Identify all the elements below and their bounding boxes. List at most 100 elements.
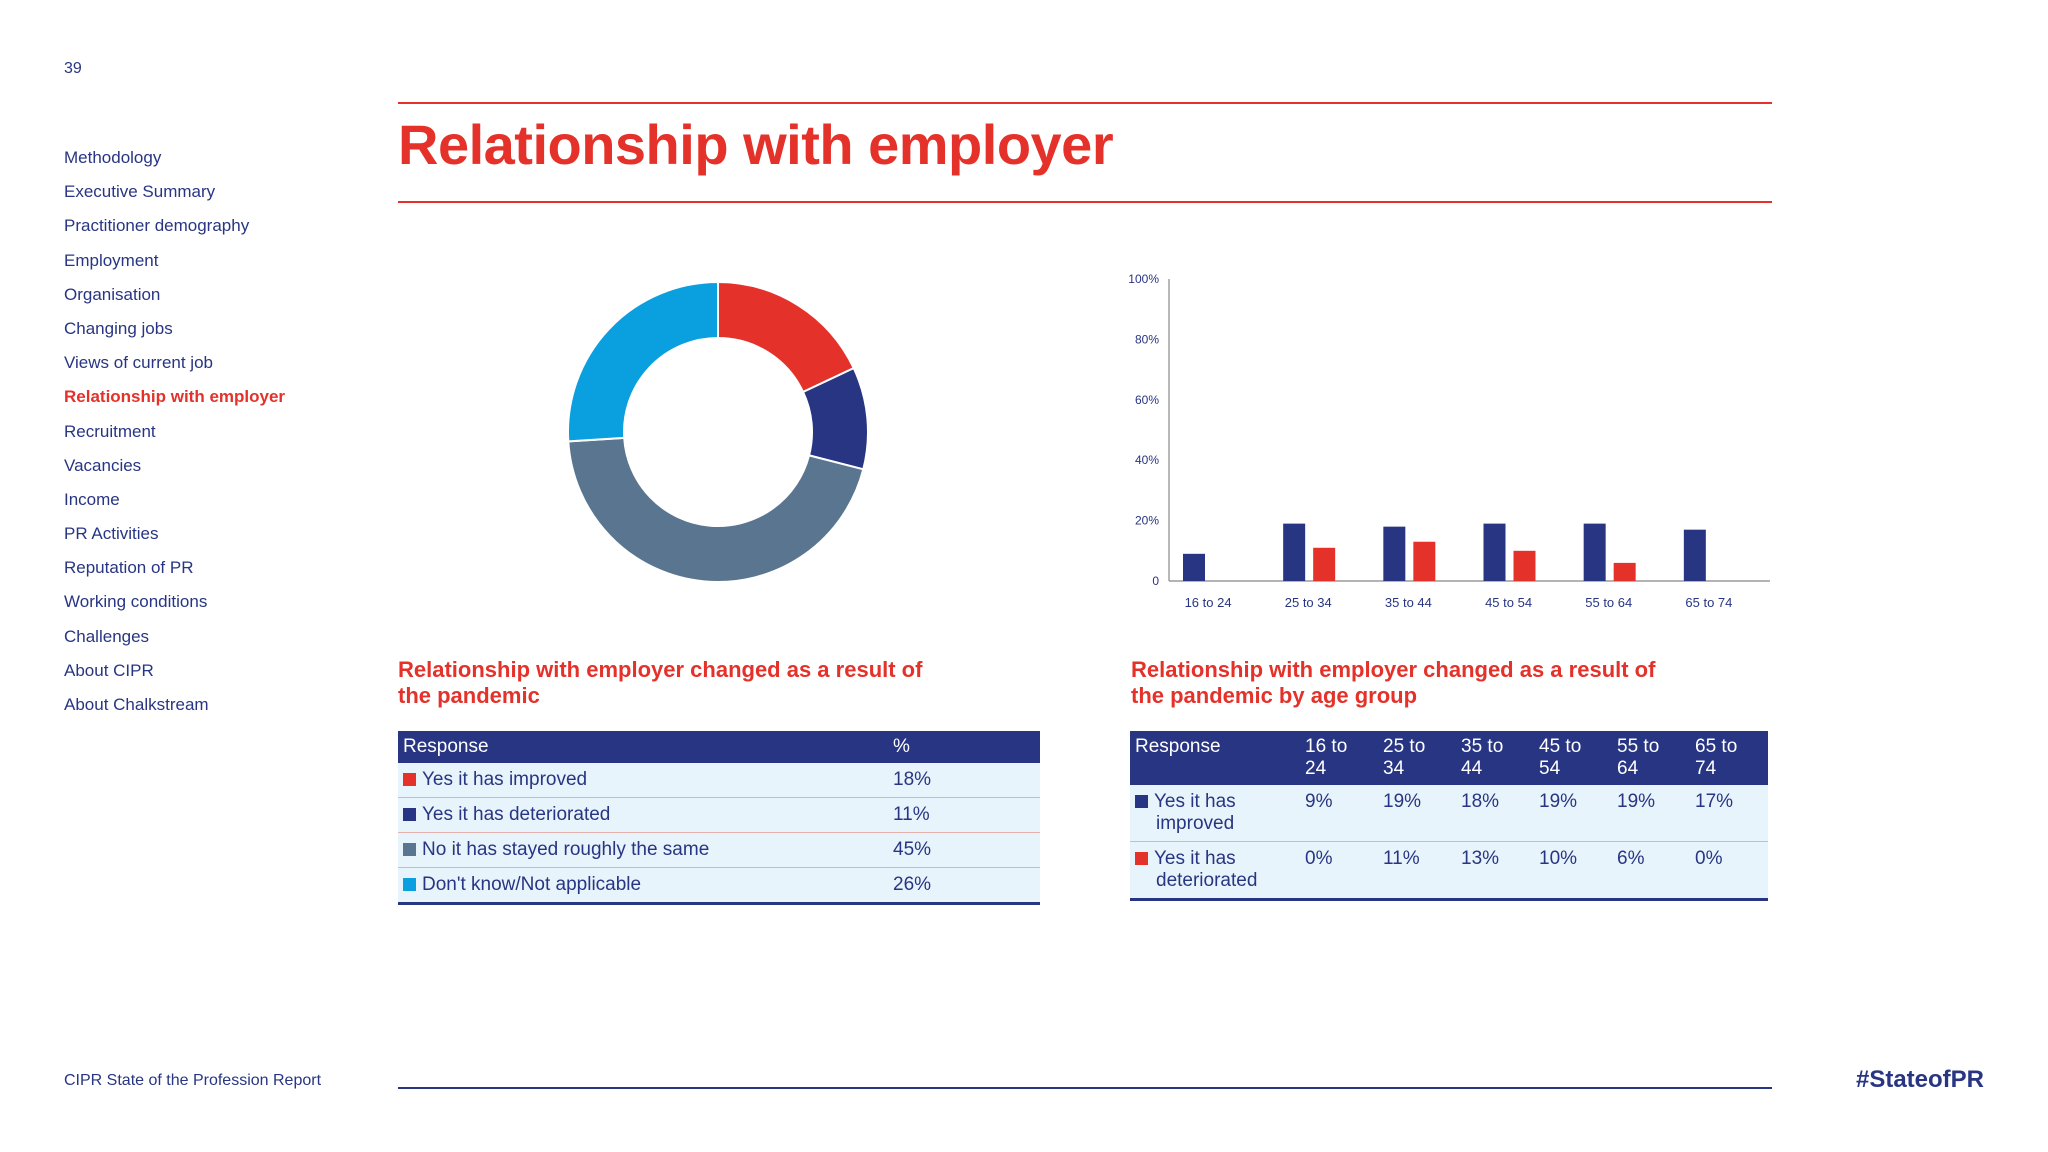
- percent-cell: 18%: [888, 763, 1040, 798]
- sidebar-item[interactable]: PR Activities: [64, 524, 159, 544]
- x-tick-label: 55 to 64: [1585, 595, 1632, 610]
- table-row: No it has stayed roughly the same 45%: [398, 832, 1040, 868]
- age-group-table: Response 16 to 24 25 to 34 35 to 44 45 to 54…: [1130, 731, 1768, 901]
- sidebar-item[interactable]: About Chalkstream: [64, 695, 209, 714]
- donut-slice: [567, 436, 865, 583]
- sidebar-item[interactable]: Organisation: [64, 284, 161, 304]
- legend-swatch-icon: [403, 843, 416, 856]
- table-row: Yes it has improved 18%: [398, 763, 1040, 798]
- bar: [1583, 523, 1606, 581]
- header-age-group: 35 to 44: [1456, 731, 1534, 785]
- response-label: No it has stayed roughly the same: [422, 839, 710, 860]
- response-cell: No it has stayed roughly the same: [398, 832, 888, 868]
- sidebar-item[interactable]: Executive Summary: [64, 182, 216, 202]
- header-age-group: 16 to 24: [1300, 731, 1378, 785]
- value-cell: 11%: [1378, 841, 1456, 901]
- percent-cell: 11%: [888, 797, 1040, 833]
- response-cell: Don't know/Not applicable: [398, 867, 888, 905]
- table-row: Don't know/Not applicable 26%: [398, 867, 1040, 905]
- y-tick-label: 20%: [1135, 514, 1159, 528]
- table-row: Yes it has deteriorated 11%: [398, 797, 1040, 833]
- y-tick-label: 60%: [1135, 393, 1159, 407]
- donut-slice: [567, 280, 719, 443]
- sidebar-item[interactable]: Methodology: [64, 148, 162, 167]
- response-label: Yes it has deteriorated: [422, 804, 611, 825]
- sidebar-item[interactable]: Views of current job: [64, 353, 213, 373]
- donut-slice: [717, 280, 856, 394]
- page-title: Relationship with employer: [398, 113, 1114, 176]
- sidebar-item[interactable]: Income: [64, 489, 120, 509]
- bar: [1683, 529, 1706, 581]
- header-percent: %: [888, 731, 1040, 763]
- x-tick-label: 35 to 44: [1385, 595, 1432, 610]
- sidebar-item[interactable]: Reputation of PR: [64, 558, 194, 578]
- response-cell: Yes it has improved: [1130, 785, 1300, 842]
- title-bottom-rule: [398, 201, 1772, 203]
- response-label: Yes it has deteriorated: [1154, 848, 1258, 891]
- legend-swatch-icon: [403, 808, 416, 821]
- y-tick-label: 40%: [1135, 453, 1159, 467]
- sidebar-item[interactable]: Recruitment: [64, 421, 156, 441]
- response-label: Don't know/Not applicable: [422, 874, 642, 895]
- bar: [1283, 523, 1306, 581]
- donut-chart: [567, 280, 869, 583]
- bar: [1613, 562, 1636, 581]
- bar: [1513, 550, 1536, 581]
- legend-swatch-icon: [403, 878, 416, 891]
- sidebar-nav: Methodology Executive Summary Practitioner…: [64, 146, 285, 727]
- report-name: CIPR State of the Profession Report: [64, 1072, 322, 1089]
- bar: [1383, 526, 1406, 581]
- legend-swatch-icon: [1135, 852, 1148, 865]
- value-cell: 19%: [1612, 785, 1690, 842]
- percent-cell: 45%: [888, 832, 1040, 868]
- bar: [1483, 523, 1506, 581]
- footer-rule: [398, 1087, 1772, 1089]
- value-cell: 19%: [1378, 785, 1456, 842]
- header-response: Response: [398, 731, 888, 763]
- response-cell: Yes it has deteriorated: [398, 797, 888, 833]
- value-cell: 9%: [1300, 785, 1378, 842]
- response-cell: Yes it has improved: [398, 763, 888, 798]
- value-cell: 0%: [1300, 841, 1378, 901]
- value-cell: 6%: [1612, 841, 1690, 901]
- response-cell: Yes it has deteriorated: [1130, 841, 1300, 901]
- value-cell: 13%: [1456, 841, 1534, 901]
- bar-chart-title: Relationship with employer changed as a …: [1131, 657, 1656, 708]
- title-top-rule: [398, 102, 1772, 104]
- response-label: Yes it has improved: [1154, 791, 1236, 834]
- bar: [1413, 541, 1436, 581]
- y-tick-label: 80%: [1135, 332, 1159, 346]
- value-cell: 17%: [1690, 785, 1768, 842]
- x-tick-label: 25 to 34: [1285, 595, 1332, 610]
- y-tick-label: 100%: [1128, 272, 1159, 286]
- legend-swatch-icon: [403, 773, 416, 786]
- value-cell: 18%: [1456, 785, 1534, 842]
- hashtag: #StateofPR: [1855, 1066, 1984, 1093]
- sidebar-item[interactable]: About CIPR: [64, 660, 154, 680]
- percent-cell: 26%: [888, 867, 1040, 905]
- header-age-group: 45 to 54: [1534, 731, 1612, 785]
- bar: [1183, 553, 1205, 581]
- x-tick-label: 16 to 24: [1185, 595, 1232, 610]
- bar: [1313, 547, 1336, 581]
- x-tick-label: 45 to 54: [1485, 595, 1532, 610]
- sidebar-item[interactable]: Challenges: [64, 626, 150, 646]
- sidebar-item[interactable]: Relationship with employer: [64, 387, 286, 407]
- sidebar-item[interactable]: Vacancies: [64, 455, 142, 475]
- header-age-group: 25 to 34: [1378, 731, 1456, 785]
- response-label: Yes it has improved: [422, 769, 588, 790]
- page-number: 39: [64, 60, 82, 77]
- value-cell: 0%: [1690, 841, 1768, 901]
- sidebar-item[interactable]: Changing jobs: [64, 318, 173, 338]
- legend-swatch-icon: [1135, 795, 1148, 808]
- value-cell: 19%: [1534, 785, 1612, 842]
- sidebar-item[interactable]: Working conditions: [64, 592, 208, 612]
- bar-chart: 0 20% 40% 60% 80% 100% 16 to 24 25 to 34 35 to 4…: [1128, 272, 1770, 610]
- response-table: Response % Yes it has improved 18% Yes it …: [398, 731, 1040, 905]
- table-row: Yes it has improved 9% 19% 18% 19% 19% 17%: [1130, 785, 1768, 842]
- header-response: Response: [1130, 731, 1300, 785]
- sidebar-item[interactable]: Employment: [64, 250, 159, 270]
- header-age-group: 65 to 74: [1690, 731, 1768, 785]
- x-tick-label: 65 to 74: [1685, 595, 1732, 610]
- sidebar-item[interactable]: Practitioner demography: [64, 216, 250, 236]
